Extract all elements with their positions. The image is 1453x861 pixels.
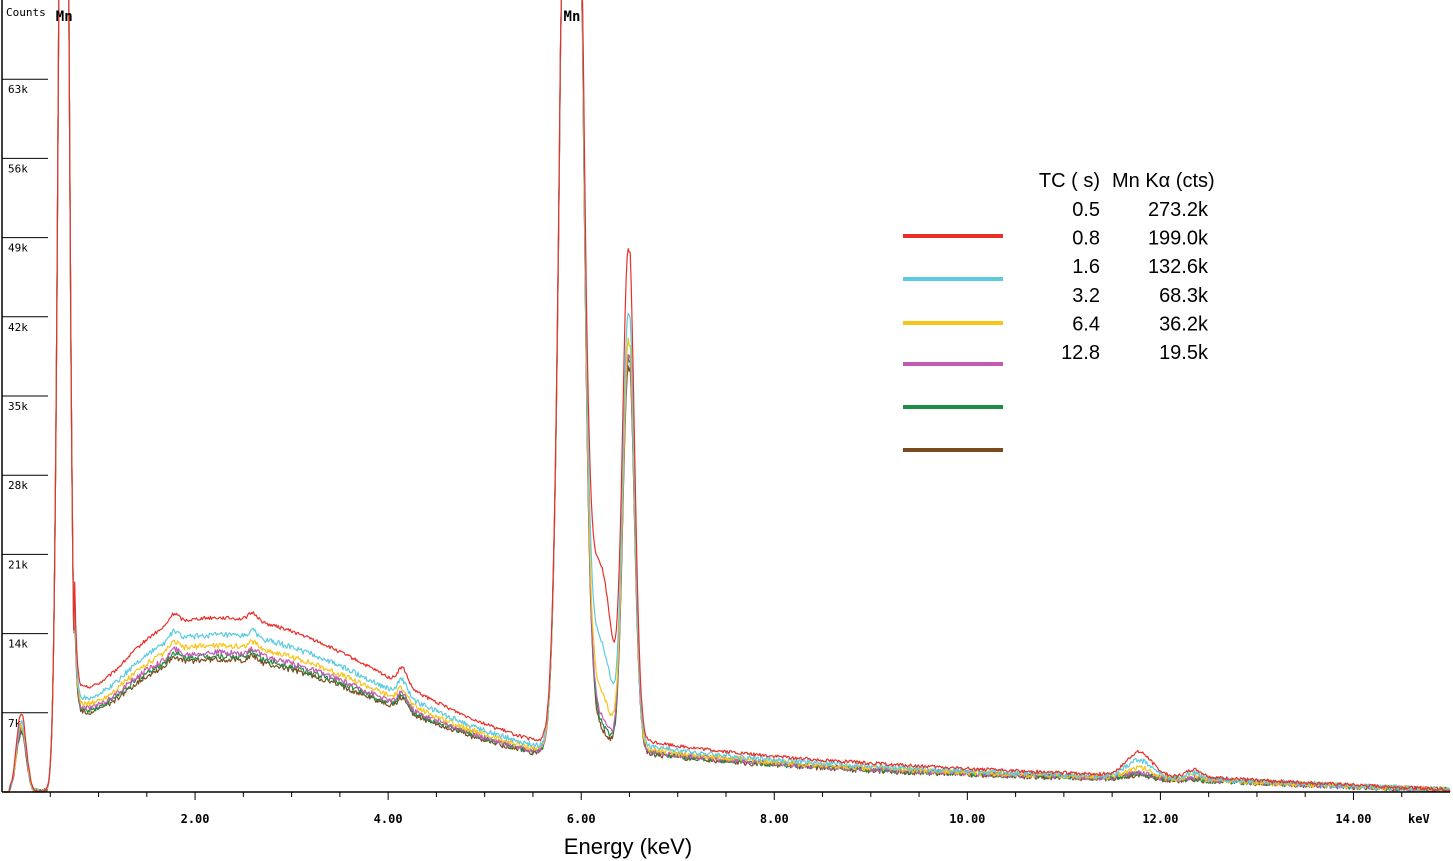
x-axis: 2.00 4.00 6.00 8.00 10.00 12.00 14.00 [49, 792, 1403, 826]
x-tick-label: 4.00 [374, 812, 403, 826]
legend-header-tc: TC ( s) [1039, 170, 1100, 192]
series-line [3, 0, 1451, 793]
series-line [3, 0, 1451, 793]
series-line [3, 0, 1451, 793]
series-line [3, 0, 1451, 793]
x-tick-label: 10.00 [949, 812, 985, 826]
legend-tc-value: 12.8 [1061, 342, 1100, 364]
legend-counts-value: 36.2k [1159, 313, 1209, 335]
series-line [3, 0, 1451, 793]
x-tick-label: 14.00 [1335, 812, 1371, 826]
x-tick-label: 8.00 [760, 812, 789, 826]
legend-counts-value: 273.2k [1148, 199, 1209, 221]
x-tick-label: 6.00 [567, 812, 596, 826]
legend: TC ( s) Mn Kα (cts) 0.5 273.2k 0.8 199.0k 1.… [903, 170, 1215, 452]
legend-tc-value: 1.6 [1072, 256, 1100, 278]
x-tick-label: 2.00 [181, 812, 210, 826]
y-axis-title: Counts [6, 6, 46, 19]
legend-header-counts: Mn Kα (cts) [1112, 170, 1215, 192]
legend-tc-value: 6.4 [1072, 313, 1100, 335]
legend-tc-value: 0.8 [1072, 228, 1100, 250]
legend-counts-value: 68.3k [1159, 285, 1209, 307]
y-tick-label: 42k [8, 321, 28, 334]
series-layer [3, 0, 1451, 793]
axes [1, 0, 1450, 793]
legend-tc-value: 0.5 [1072, 199, 1100, 221]
x-axis-title: Energy (keV) [564, 834, 692, 859]
series-line [3, 0, 1451, 793]
y-tick-label: 63k [8, 83, 28, 96]
legend-tc-value: 3.2 [1072, 285, 1100, 307]
y-tick-label: 28k [8, 479, 28, 492]
peak-label: Mn [56, 9, 73, 25]
annotations: Mn Mn [56, 9, 581, 25]
y-tick-label: 49k [8, 242, 28, 255]
x-axis-units: keV [1408, 812, 1430, 826]
peak-label: Mn [564, 9, 581, 25]
legend-counts-value: 199.0k [1148, 228, 1209, 250]
x-tick-label: 12.00 [1142, 812, 1178, 826]
y-tick-label: 56k [8, 162, 28, 175]
legend-counts-value: 19.5k [1159, 342, 1209, 364]
y-tick-label: 14k [8, 638, 28, 651]
legend-counts-value: 132.6k [1148, 256, 1209, 278]
y-tick-label: 21k [8, 558, 28, 571]
y-tick-label: 35k [8, 400, 28, 413]
